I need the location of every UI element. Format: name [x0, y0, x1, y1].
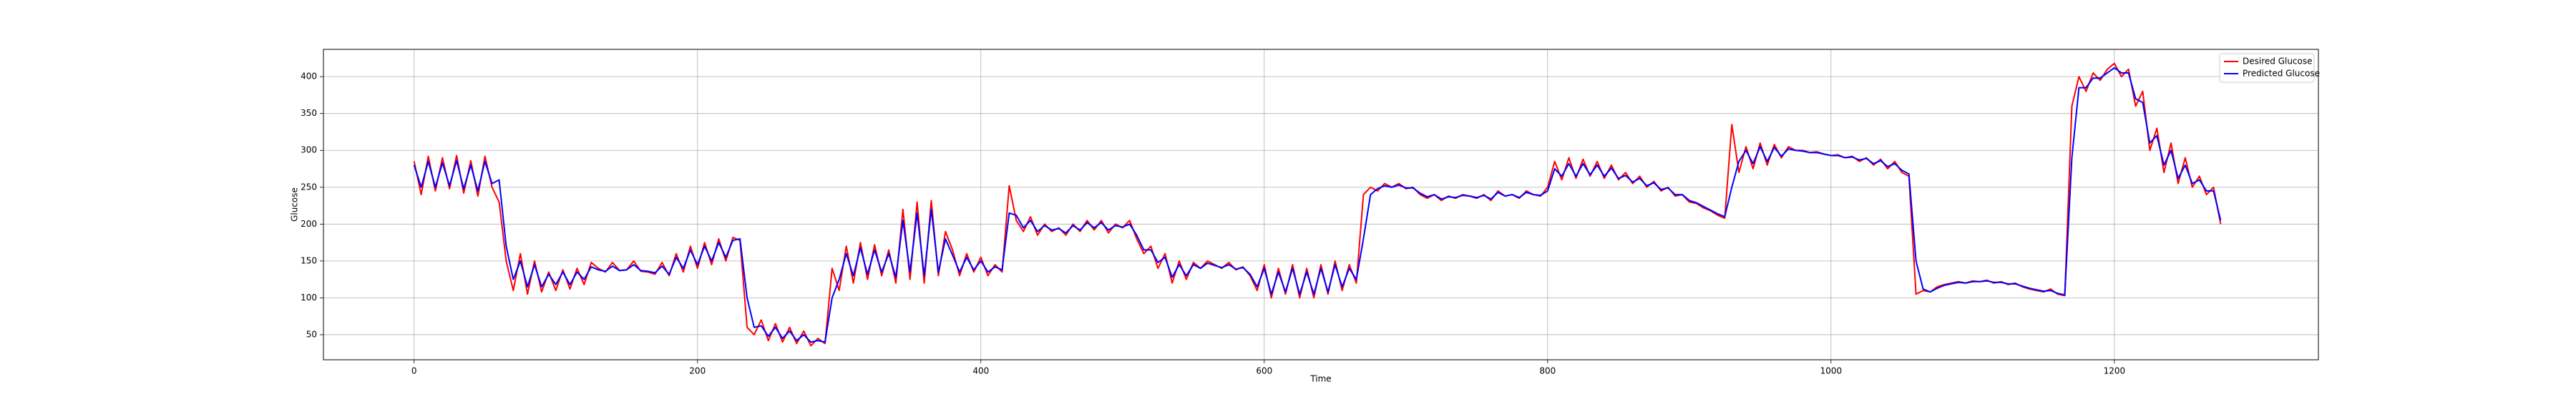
y-axis-label: Glucose — [290, 187, 300, 222]
y-tick-label: 350 — [301, 108, 317, 118]
plot-frame — [323, 49, 2319, 360]
x-tick-label: 600 — [1256, 366, 1272, 376]
x-tick-label: 200 — [689, 366, 706, 376]
y-tick-label: 200 — [301, 219, 317, 229]
y-tick-label: 100 — [301, 293, 317, 303]
y-tick-label: 250 — [301, 182, 317, 192]
x-tick-label: 400 — [972, 366, 989, 376]
x-tick-label: 800 — [1539, 366, 1556, 376]
legend-box — [2219, 53, 2315, 83]
legend-label: Predicted Glucose — [2243, 69, 2320, 79]
x-tick-label: 0 — [411, 366, 417, 376]
x-tick-label: 1200 — [2104, 366, 2126, 376]
data-line — [413, 67, 2222, 343]
x-axis-label: Time — [1309, 374, 1331, 384]
x-tick-label: 1000 — [1820, 366, 1843, 376]
y-tick-label: 300 — [301, 145, 317, 155]
y-tick-label: 400 — [301, 72, 317, 82]
y-tick-label: 50 — [306, 329, 317, 339]
legend-label: Desired Glucose — [2243, 57, 2313, 67]
data-line — [413, 62, 2222, 347]
y-tick-label: 150 — [301, 255, 317, 265]
